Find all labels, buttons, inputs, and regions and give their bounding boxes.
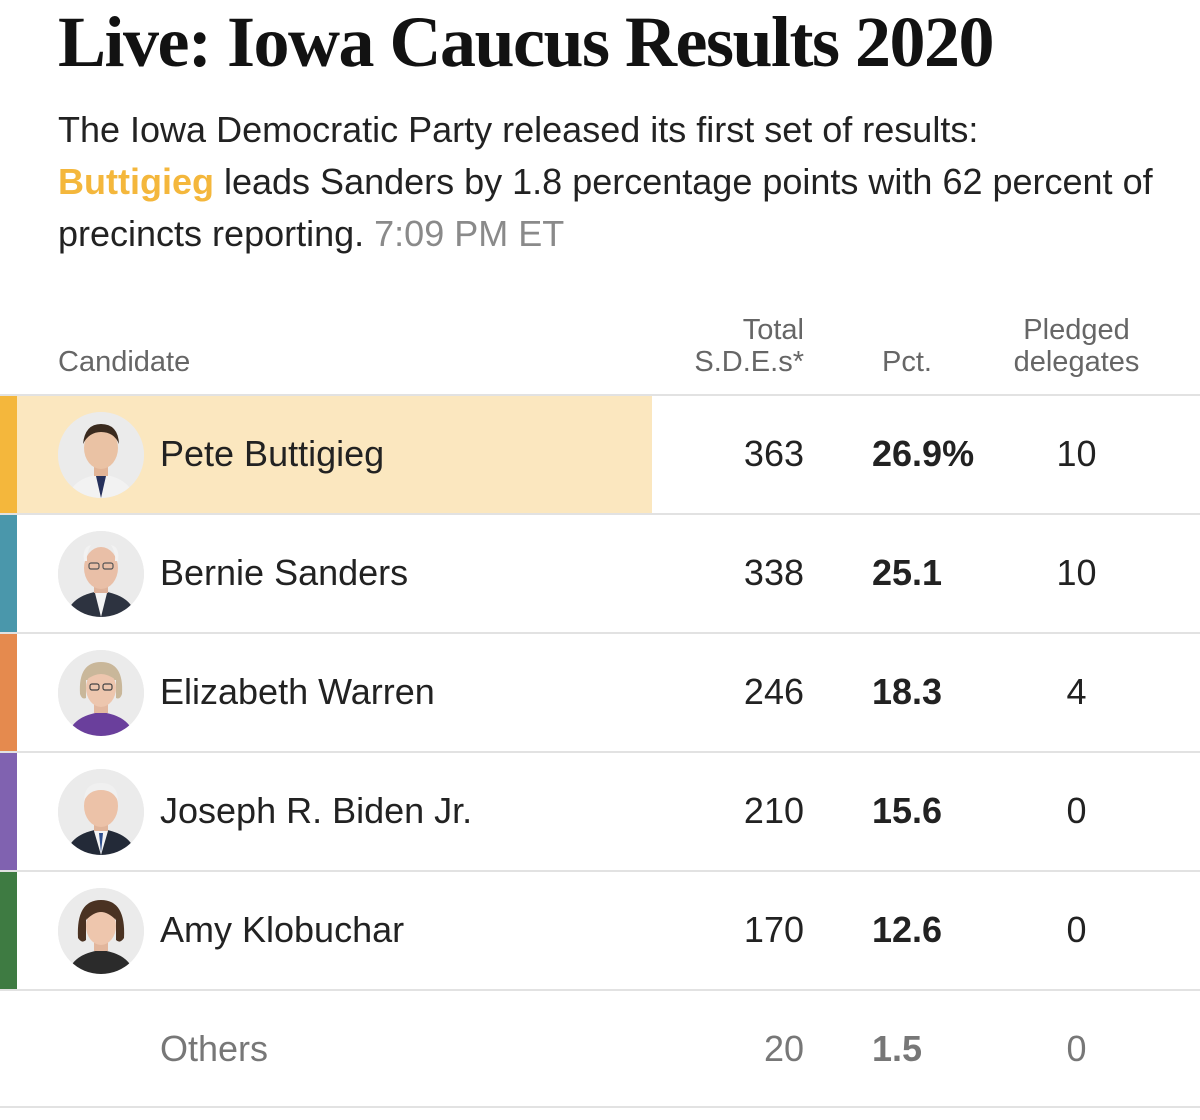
table-row: Pete Buttigieg 363 26.9% 10 bbox=[0, 396, 1200, 513]
table-rule bbox=[0, 989, 1200, 991]
headline: Live: Iowa Caucus Results 2020 bbox=[58, 2, 995, 82]
candidate-pct: 26.9% bbox=[872, 433, 975, 474]
table-rule bbox=[0, 513, 1200, 515]
table-row: Elizabeth Warren 246 18.3 4 bbox=[0, 634, 1200, 751]
candidate-sdes: 338 bbox=[743, 552, 804, 593]
table-row: Amy Klobuchar 170 12.6 0 bbox=[0, 872, 1200, 989]
biden-photo-icon bbox=[58, 769, 144, 855]
buttigieg-photo-icon bbox=[58, 412, 144, 498]
column-header-sdes-line2: S.D.E.s* bbox=[694, 346, 804, 378]
table-rule bbox=[0, 751, 1200, 753]
candidate-name: Pete Buttigieg bbox=[160, 433, 385, 474]
update-timestamp: 7:09 PM ET bbox=[374, 213, 565, 254]
table-rule bbox=[0, 394, 1200, 396]
table-rule bbox=[0, 1106, 1200, 1108]
candidate-sdes: 210 bbox=[743, 790, 804, 831]
candidate-color-stripe bbox=[0, 396, 17, 513]
column-header-delegates: Pledged delegates bbox=[1011, 314, 1142, 378]
candidate-delegates: 0 bbox=[1066, 909, 1087, 950]
candidate-delegates: 4 bbox=[1066, 671, 1087, 712]
candidate-sdes: 363 bbox=[743, 433, 804, 474]
column-header-pct: Pct. bbox=[882, 346, 932, 378]
candidate-color-stripe bbox=[0, 634, 17, 751]
others-name: Others bbox=[160, 1028, 269, 1069]
warren-photo-icon bbox=[58, 650, 144, 736]
table-row: Bernie Sanders 338 25.1 10 bbox=[0, 515, 1200, 632]
candidate-sdes: 246 bbox=[743, 671, 804, 712]
candidate-color-stripe bbox=[0, 753, 17, 870]
candidate-name: Amy Klobuchar bbox=[160, 909, 405, 950]
column-header-delegates-line1: Pledged bbox=[1023, 314, 1130, 346]
candidate-pct: 15.6 bbox=[872, 790, 943, 831]
candidate-sdes: 170 bbox=[743, 909, 804, 950]
others-delegates: 0 bbox=[1066, 1028, 1087, 1069]
candidate-pct: 25.1 bbox=[872, 552, 943, 593]
candidate-name: Bernie Sanders bbox=[160, 552, 409, 593]
table-row: Joseph R. Biden Jr. 210 15.6 0 bbox=[0, 753, 1200, 870]
candidate-color-stripe bbox=[0, 872, 17, 989]
candidate-name: Joseph R. Biden Jr. bbox=[160, 790, 473, 831]
summary-line-2: leads Sanders by 1.8 percentage points w… bbox=[58, 161, 1153, 254]
candidate-delegates: 0 bbox=[1066, 790, 1087, 831]
candidate-pct: 18.3 bbox=[872, 671, 943, 712]
table-rule bbox=[0, 632, 1200, 634]
candidate-pct: 12.6 bbox=[872, 909, 943, 950]
others-sdes: 20 bbox=[763, 1028, 804, 1069]
summary-line-1: The Iowa Democratic Party released its f… bbox=[58, 109, 979, 150]
column-header-delegates-line2: delegates bbox=[1013, 346, 1140, 378]
table-row-others: Others 20 1.5 0 bbox=[0, 991, 1200, 1108]
column-header-sdes: Total S.D.E.s* bbox=[694, 314, 804, 378]
klobuchar-photo-icon bbox=[58, 888, 144, 974]
sanders-photo-icon bbox=[58, 531, 144, 617]
others-pct: 1.5 bbox=[872, 1028, 923, 1069]
column-header-candidate: Candidate bbox=[58, 346, 191, 378]
candidate-name: Elizabeth Warren bbox=[160, 671, 435, 712]
candidate-delegates: 10 bbox=[1056, 552, 1097, 593]
candidate-color-stripe bbox=[0, 515, 17, 632]
table-rule bbox=[0, 870, 1200, 872]
results-summary: The Iowa Democratic Party released its f… bbox=[58, 104, 1168, 260]
leader-name: Buttigieg bbox=[58, 161, 214, 202]
candidate-delegates: 10 bbox=[1056, 433, 1097, 474]
table-header: Candidate Total S.D.E.s* Pct. Pledged de… bbox=[0, 310, 1200, 396]
column-header-sdes-line1: Total bbox=[742, 314, 804, 346]
